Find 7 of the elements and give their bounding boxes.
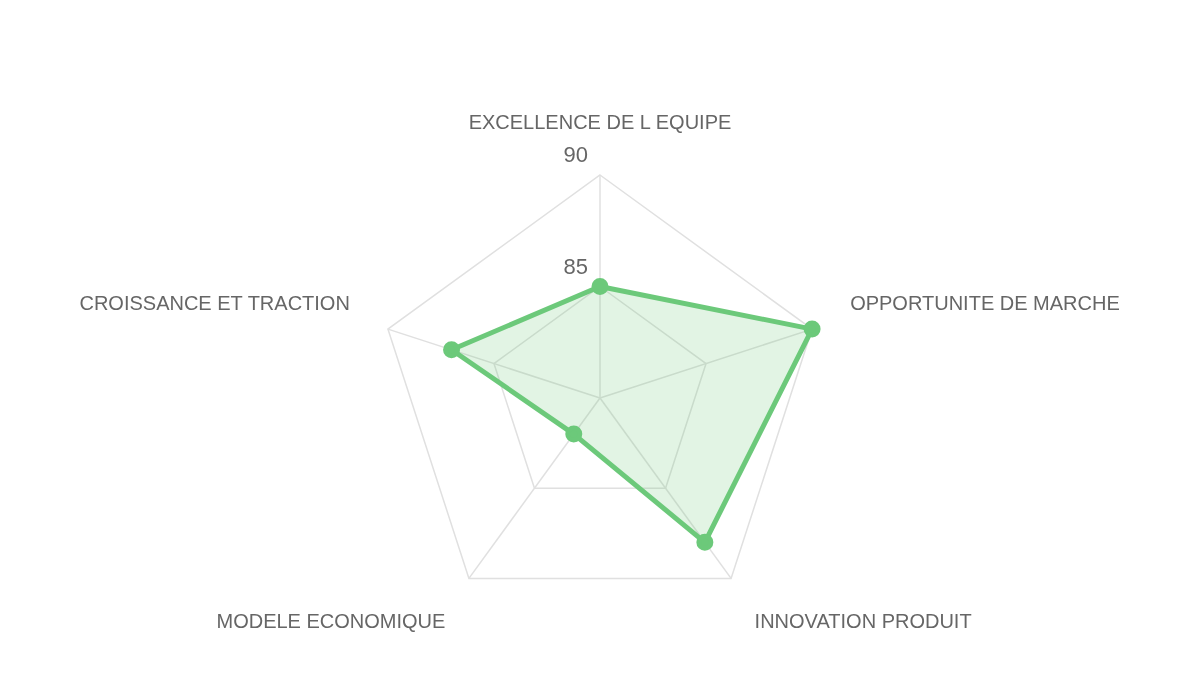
spoke-label: CROISSANCE ET TRACTION <box>79 292 350 315</box>
spoke-label: EXCELLENCE DE L EQUIPE <box>468 110 732 133</box>
spoke-label: MODELE ECONOMIQUE <box>216 610 446 633</box>
y-tick-label: 90 <box>563 142 588 168</box>
spoke-label: OPPORTUNITE DE MARCHE <box>850 292 1120 315</box>
y-tick-label: 85 <box>563 253 588 279</box>
spoke-label: INNOVATION PRODUIT <box>754 610 972 633</box>
